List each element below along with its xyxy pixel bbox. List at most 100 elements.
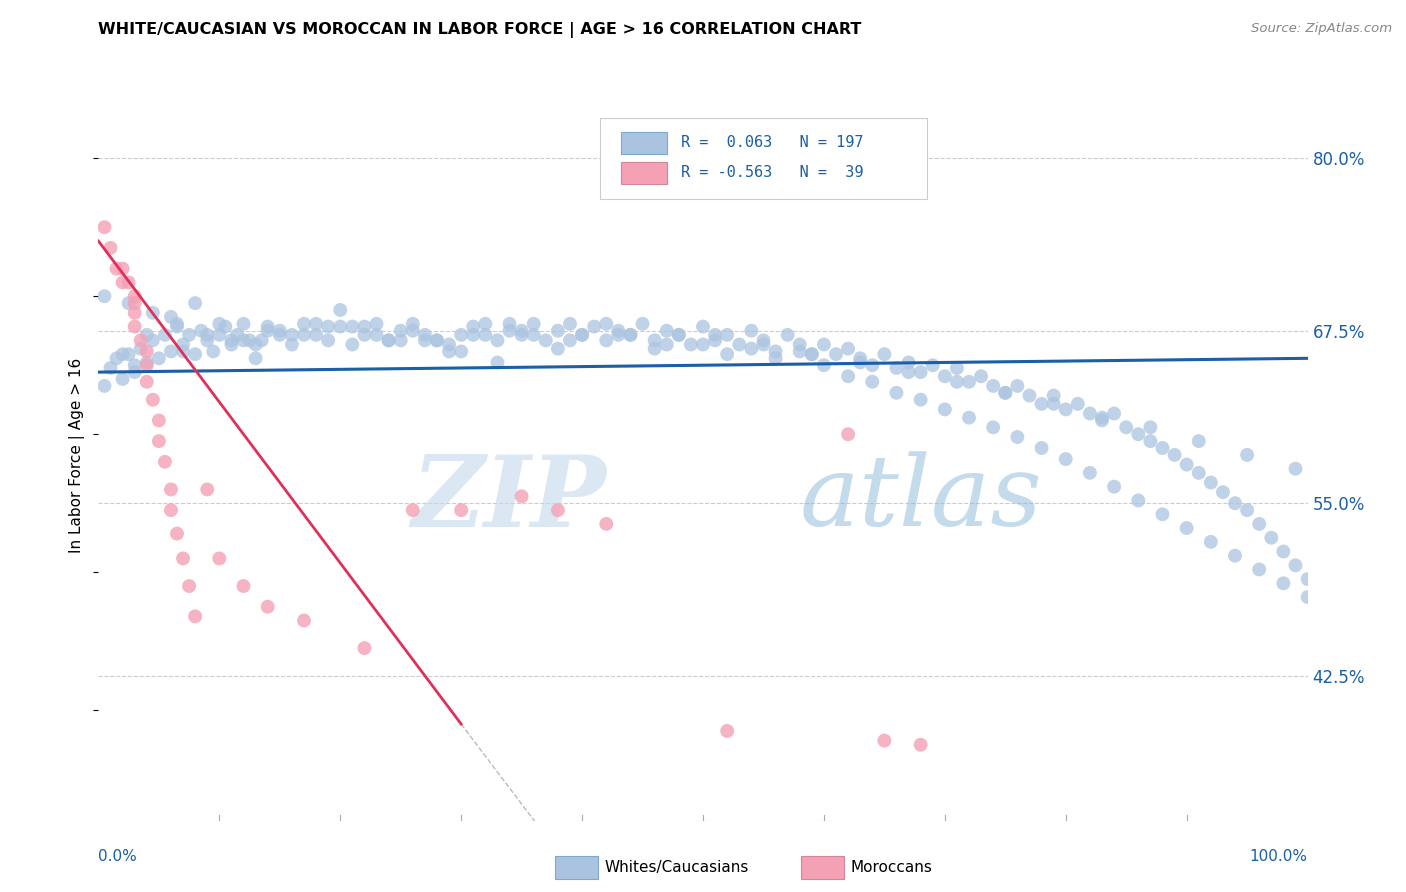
Point bbox=[172, 344, 194, 359]
Point bbox=[946, 375, 969, 389]
Point bbox=[523, 317, 546, 331]
Point bbox=[595, 516, 617, 531]
Point bbox=[245, 337, 267, 351]
Point bbox=[184, 609, 207, 624]
Point bbox=[486, 355, 509, 369]
Point bbox=[1067, 397, 1090, 411]
Point bbox=[111, 372, 134, 386]
Point bbox=[849, 351, 872, 366]
Point bbox=[860, 375, 883, 389]
Point bbox=[752, 334, 775, 348]
Point bbox=[329, 303, 352, 318]
Point bbox=[450, 327, 472, 342]
Point bbox=[994, 385, 1017, 400]
Point bbox=[389, 324, 412, 338]
Point bbox=[704, 334, 727, 348]
Point bbox=[135, 344, 157, 359]
Text: ZIP: ZIP bbox=[412, 450, 606, 547]
Point bbox=[148, 413, 170, 427]
Point bbox=[837, 427, 859, 442]
Point bbox=[172, 337, 194, 351]
Point bbox=[402, 503, 425, 517]
Point bbox=[921, 358, 943, 372]
Point bbox=[1188, 466, 1211, 480]
Point bbox=[389, 334, 412, 348]
Point bbox=[232, 317, 254, 331]
Point bbox=[129, 342, 152, 356]
Point bbox=[486, 334, 509, 348]
Point bbox=[981, 420, 1004, 434]
Point bbox=[994, 385, 1017, 400]
Point bbox=[142, 392, 165, 407]
Point bbox=[135, 375, 157, 389]
Point bbox=[619, 327, 641, 342]
Point bbox=[179, 327, 201, 342]
Point bbox=[1007, 430, 1029, 444]
Point bbox=[202, 344, 225, 359]
Point bbox=[160, 344, 183, 359]
Text: 100.0%: 100.0% bbox=[1250, 849, 1308, 863]
Point bbox=[245, 351, 267, 366]
Point bbox=[1152, 508, 1174, 522]
Point bbox=[118, 296, 141, 310]
Point bbox=[305, 327, 328, 342]
Point bbox=[692, 319, 714, 334]
Point bbox=[1007, 379, 1029, 393]
Point bbox=[426, 334, 449, 348]
Point bbox=[1249, 516, 1271, 531]
Point bbox=[1284, 558, 1306, 573]
Point bbox=[221, 337, 243, 351]
Point bbox=[595, 317, 617, 331]
Point bbox=[179, 579, 201, 593]
Point bbox=[498, 317, 520, 331]
Point bbox=[825, 347, 848, 361]
Point bbox=[269, 324, 291, 338]
Point bbox=[463, 327, 485, 342]
Point bbox=[510, 327, 533, 342]
Point bbox=[93, 220, 115, 235]
Point bbox=[886, 385, 908, 400]
Point bbox=[208, 317, 231, 331]
Point bbox=[195, 327, 218, 342]
Point bbox=[160, 503, 183, 517]
Point bbox=[1212, 485, 1234, 500]
Point bbox=[740, 324, 762, 338]
Point bbox=[450, 344, 472, 359]
Point bbox=[558, 317, 581, 331]
Point bbox=[366, 317, 388, 331]
Point bbox=[1175, 458, 1198, 472]
Text: 0.0%: 0.0% bbox=[98, 849, 138, 863]
Point bbox=[269, 327, 291, 342]
Text: atlas: atlas bbox=[800, 451, 1042, 547]
Point bbox=[329, 319, 352, 334]
Point bbox=[124, 289, 146, 303]
Point bbox=[208, 551, 231, 566]
Point bbox=[800, 347, 823, 361]
Point bbox=[1236, 448, 1258, 462]
Point bbox=[789, 344, 811, 359]
Point bbox=[256, 319, 278, 334]
Point bbox=[437, 337, 460, 351]
Point bbox=[510, 324, 533, 338]
Point bbox=[704, 327, 727, 342]
Point bbox=[124, 358, 146, 372]
Point bbox=[124, 306, 146, 320]
Point bbox=[353, 327, 375, 342]
Point bbox=[166, 319, 188, 334]
Point bbox=[837, 369, 859, 384]
Point bbox=[100, 241, 122, 255]
Point bbox=[93, 379, 115, 393]
Point bbox=[450, 503, 472, 517]
Point bbox=[934, 369, 956, 384]
Point bbox=[305, 317, 328, 331]
Point bbox=[1199, 475, 1222, 490]
Point bbox=[153, 327, 176, 342]
Point bbox=[124, 365, 146, 379]
Point bbox=[474, 317, 496, 331]
Point bbox=[413, 334, 436, 348]
FancyBboxPatch shape bbox=[621, 161, 666, 184]
Point bbox=[1042, 388, 1064, 402]
Point bbox=[1272, 576, 1295, 591]
Point bbox=[873, 733, 896, 747]
Point bbox=[981, 379, 1004, 393]
